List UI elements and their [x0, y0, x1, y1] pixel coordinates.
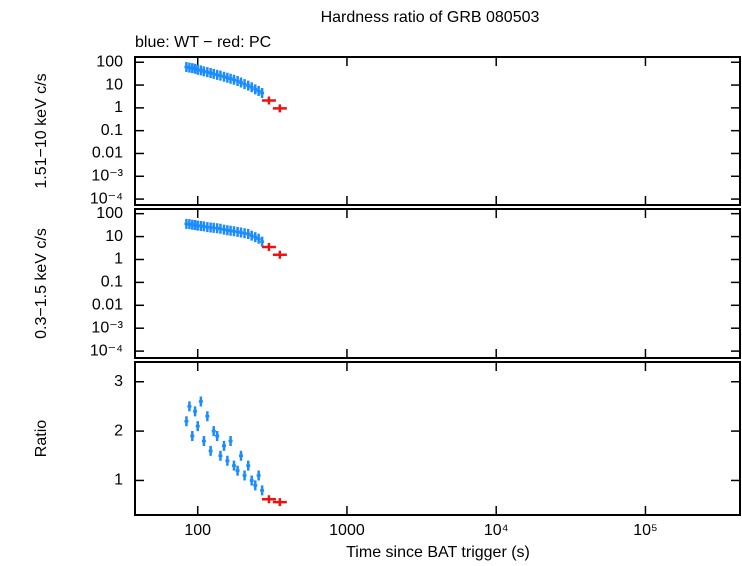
y-tick-label: 10⁻⁴	[90, 342, 123, 359]
x-tick-label: 1000	[329, 522, 365, 539]
data-point	[260, 87, 265, 98]
data-point	[195, 421, 200, 432]
data-point	[256, 233, 261, 244]
data-point	[272, 104, 287, 113]
data-point	[228, 73, 233, 84]
data-point	[201, 66, 206, 77]
y-tick-label: 1	[114, 472, 123, 489]
y-tick-label: 0.01	[92, 297, 123, 314]
y-tick-label: 2	[114, 422, 123, 439]
data-point	[242, 79, 247, 90]
data-point	[205, 411, 210, 422]
x-tick-label: 10⁴	[484, 522, 509, 539]
data-point	[218, 223, 223, 234]
data-point	[215, 431, 220, 442]
data-point	[208, 445, 213, 456]
data-point	[211, 68, 216, 79]
y-tick-label: 10⁻³	[91, 167, 123, 184]
y-tick-label: 10⁻³	[91, 319, 123, 336]
data-point	[231, 226, 236, 237]
data-point	[211, 426, 216, 437]
data-point	[246, 228, 251, 239]
data-point	[225, 455, 230, 466]
y-tick-label: 1	[114, 99, 123, 116]
data-point	[242, 228, 247, 239]
data-point	[260, 485, 265, 496]
data-point	[228, 435, 233, 446]
data-point	[239, 227, 244, 238]
y-tick-label: 1	[114, 251, 123, 268]
chart-title: Hardness ratio of GRB 080503	[321, 9, 540, 26]
data-point	[190, 431, 195, 442]
x-axis-label: Time since BAT trigger (s)	[346, 544, 530, 561]
data-point	[261, 495, 276, 504]
data-point	[246, 80, 251, 91]
y-axis-label: 0.3−1.5 keV c/s	[33, 228, 50, 339]
data-point	[235, 465, 240, 476]
y-tick-label: 10⁻⁴	[90, 190, 123, 207]
y-tick-label: 10	[105, 76, 123, 93]
y-tick-label: 100	[96, 205, 123, 222]
data-point	[221, 440, 226, 451]
data-point	[231, 460, 236, 471]
chart-subtitle: blue: WT − red: PC	[135, 34, 271, 51]
data-point	[239, 450, 244, 461]
data-point	[184, 416, 189, 427]
data-point	[211, 222, 216, 233]
y-tick-label: 10	[105, 228, 123, 245]
y-tick-label: 0.1	[101, 274, 123, 291]
data-point	[256, 470, 261, 481]
data-point	[260, 236, 265, 247]
data-point	[201, 221, 206, 232]
data-point	[242, 470, 247, 481]
data-point	[256, 85, 261, 96]
data-point	[193, 406, 198, 417]
data-point	[231, 74, 236, 85]
y-tick-label: 0.1	[101, 122, 123, 139]
data-point	[253, 84, 258, 95]
data-point	[272, 250, 287, 259]
plot-frame	[134, 56, 741, 206]
y-axis-label: 1.51−10 keV c/s	[33, 73, 50, 188]
plot-frame	[134, 361, 741, 516]
data-point	[272, 498, 287, 507]
y-axis-label: Ratio	[33, 420, 50, 457]
data-point	[228, 225, 233, 236]
x-tick-label: 10⁵	[633, 522, 657, 539]
x-tick-label: 100	[184, 522, 211, 539]
data-point	[239, 77, 244, 88]
data-point	[235, 76, 240, 87]
data-point	[253, 480, 258, 491]
data-point	[253, 232, 258, 243]
data-point	[221, 71, 226, 82]
data-point	[261, 243, 276, 252]
y-tick-label: 3	[114, 373, 123, 390]
data-point	[218, 450, 223, 461]
data-point	[187, 401, 192, 412]
data-point	[246, 460, 251, 471]
data-point	[249, 475, 254, 486]
data-point	[221, 224, 226, 235]
plot-frame	[134, 208, 741, 359]
y-tick-label: 100	[96, 53, 123, 70]
data-point	[235, 226, 240, 237]
data-point	[261, 96, 276, 105]
data-point	[249, 230, 254, 241]
data-point	[249, 82, 254, 93]
y-tick-label: 0.01	[92, 145, 123, 162]
data-point	[201, 435, 206, 446]
data-point	[218, 70, 223, 81]
data-point	[198, 396, 203, 407]
